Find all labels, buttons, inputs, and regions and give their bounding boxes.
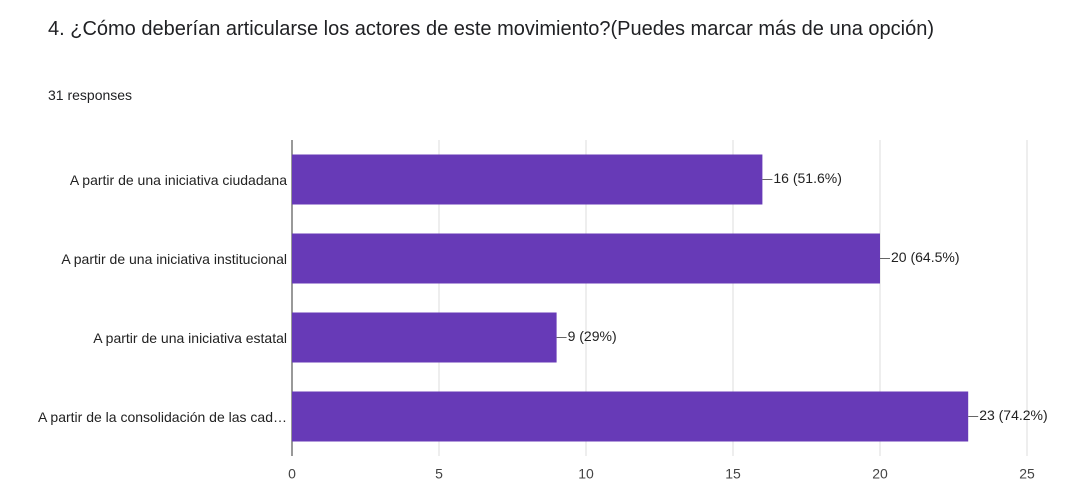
category-label: A partir de una iniciativa estatal [93,329,287,346]
x-tick-label: 5 [435,466,443,482]
value-label: 9 (29%) [568,328,617,344]
question-title: 4. ¿Cómo deberían articularse los actore… [48,18,934,40]
x-tick-label: 15 [725,466,741,482]
response-count: 31 responses [48,87,133,103]
x-tick-label: 20 [872,466,888,482]
bar [292,154,763,205]
category-label: A partir de una iniciativa ciudadana [69,171,287,188]
bar [292,312,557,363]
bar [292,233,880,284]
x-tick-label: 25 [1019,466,1035,482]
value-label: 23 (74.2%) [979,407,1047,423]
category-label: A partir de una iniciativa institucional [61,250,287,267]
x-tick-label: 0 [288,466,296,482]
bar [292,391,969,442]
value-label: 20 (64.5%) [891,249,959,265]
value-label: 16 (51.6%) [773,170,841,186]
category-label: A partir de la consolidación de las cad… [37,408,287,425]
x-tick-label: 10 [578,466,594,482]
